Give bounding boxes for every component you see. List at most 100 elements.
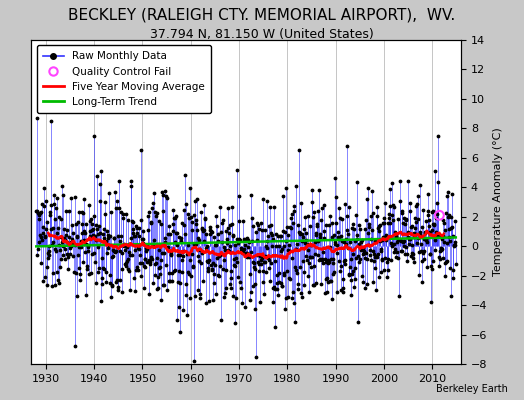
Point (354, 258, 363, 265)
Point (80, 237, 88, 244)
Point (277, 280, 285, 286)
Point (216, 317, 225, 324)
Point (218, 220, 226, 226)
Point (290, 300, 299, 306)
Point (321, 290, 329, 296)
Point (177, 238, 185, 244)
Point (313, 223, 321, 229)
Point (37, 260, 45, 266)
Point (63, 239, 72, 245)
Point (305, 222, 314, 229)
Point (99, 265, 107, 271)
Point (392, 233, 401, 240)
Point (228, 221, 236, 228)
Point (289, 202, 298, 209)
Point (201, 215, 210, 221)
Point (184, 215, 193, 222)
Point (429, 220, 438, 227)
Point (139, 228, 147, 235)
Point (401, 251, 409, 257)
Point (62, 232, 70, 238)
Point (159, 192, 168, 198)
Point (57, 216, 65, 222)
Point (360, 249, 368, 256)
Point (221, 267, 230, 274)
Point (255, 226, 264, 232)
Point (162, 193, 170, 199)
Point (237, 285, 245, 292)
Point (170, 215, 179, 221)
Point (79, 210, 88, 216)
Point (146, 260, 154, 267)
Point (264, 223, 272, 230)
Point (71, 194, 79, 200)
Point (436, 255, 444, 262)
Point (243, 254, 251, 260)
Point (423, 239, 431, 246)
Point (292, 241, 301, 248)
Point (406, 208, 414, 214)
Point (135, 246, 143, 252)
Point (270, 258, 279, 264)
Point (249, 260, 258, 266)
Point (131, 247, 139, 253)
Point (154, 274, 162, 280)
Point (143, 242, 151, 248)
Point (431, 237, 439, 244)
Point (157, 297, 166, 303)
Point (243, 250, 252, 256)
Point (321, 222, 330, 228)
Point (430, 221, 438, 228)
Point (404, 228, 412, 235)
Point (442, 239, 451, 246)
Point (411, 215, 419, 222)
Point (367, 257, 376, 263)
Point (144, 212, 152, 219)
Point (92, 237, 101, 244)
Point (297, 200, 305, 206)
Point (70, 241, 78, 247)
Point (140, 285, 148, 291)
Point (200, 201, 208, 208)
Point (269, 298, 277, 305)
Point (48, 283, 57, 289)
Point (36, 210, 44, 216)
Point (261, 252, 269, 259)
Point (197, 209, 205, 215)
Point (348, 225, 356, 231)
Point (287, 225, 296, 232)
Point (136, 260, 144, 266)
Point (178, 268, 187, 275)
Point (57, 233, 66, 240)
Point (304, 289, 313, 295)
Point (254, 222, 263, 228)
Point (93, 231, 102, 238)
Point (78, 209, 86, 216)
Point (431, 247, 440, 253)
Point (192, 221, 200, 227)
Point (274, 233, 282, 239)
Point (119, 240, 128, 247)
Point (151, 209, 159, 216)
Point (199, 228, 207, 234)
Point (116, 247, 124, 254)
Point (447, 224, 455, 231)
Point (378, 256, 387, 262)
Point (323, 278, 332, 285)
Point (66, 245, 74, 252)
Point (43, 250, 52, 256)
Point (228, 232, 237, 239)
Point (70, 343, 79, 350)
Point (237, 244, 246, 251)
Point (244, 236, 252, 243)
Point (60, 246, 69, 252)
Point (224, 205, 233, 212)
Point (383, 274, 391, 281)
Point (68, 222, 76, 228)
Point (451, 242, 459, 248)
Point (422, 264, 431, 270)
Point (449, 266, 457, 273)
Point (375, 228, 384, 234)
Point (318, 256, 326, 262)
Point (390, 204, 398, 210)
